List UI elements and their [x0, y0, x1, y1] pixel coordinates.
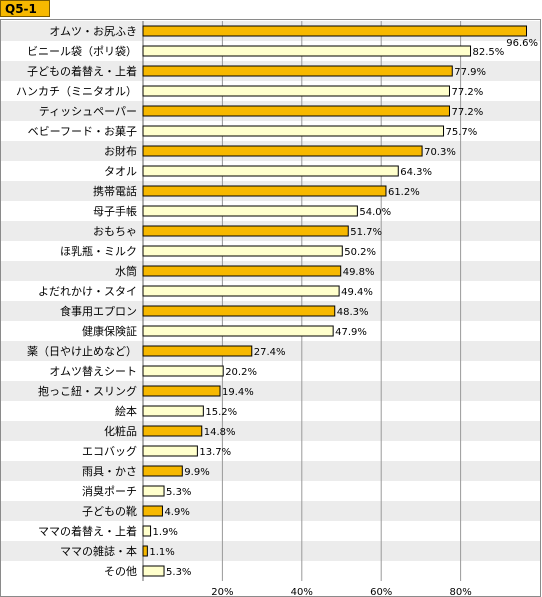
category-label: 消臭ポーチ: [82, 484, 137, 498]
row-background: [1, 501, 540, 521]
category-label: 携帯電話: [93, 184, 137, 198]
value-label: 49.8%: [343, 267, 375, 278]
category-label: ビニール袋（ポリ袋）: [27, 44, 137, 58]
category-label: ママの雑誌・本: [60, 544, 137, 558]
bar: [142, 365, 224, 377]
value-label: 96.6%: [506, 38, 538, 49]
category-label: その他: [104, 565, 137, 578]
value-label: 1.1%: [149, 547, 174, 558]
bar: [142, 485, 165, 497]
category-label: 薬（日やけ止めなど）: [27, 345, 137, 358]
bar: [142, 405, 204, 417]
bar: [142, 385, 221, 397]
value-label: 77.9%: [454, 67, 486, 78]
bar: [142, 425, 203, 437]
value-label: 50.2%: [344, 247, 376, 258]
bar: [142, 565, 165, 577]
bar: [142, 105, 450, 117]
bar: [142, 85, 450, 97]
category-label: ティッシュペーパー: [39, 105, 137, 118]
value-label: 82.5%: [473, 47, 505, 58]
bar: [142, 185, 387, 197]
value-label: 49.4%: [341, 287, 373, 298]
category-label: 母子手帳: [93, 204, 137, 218]
category-label: エコバッグ: [82, 444, 137, 458]
bar: [142, 225, 349, 237]
chart-title: Q5-1: [5, 2, 37, 16]
value-label: 20.2%: [225, 367, 257, 378]
category-label: 雨具・かさ: [82, 465, 137, 478]
value-label: 14.8%: [204, 427, 236, 438]
value-label: 27.4%: [254, 347, 286, 358]
category-label: ハンカチ（ミニタオル）: [16, 85, 137, 98]
x-tick-label: 40%: [291, 587, 313, 597]
category-label: 健康保険証: [82, 324, 137, 338]
bar: [142, 265, 342, 277]
chart-title-badge: Q5-1: [0, 0, 50, 17]
bar: [142, 285, 340, 297]
bar: [142, 345, 253, 357]
value-label: 47.9%: [335, 327, 367, 338]
value-label: 77.2%: [451, 87, 483, 98]
category-label: タオル: [104, 165, 137, 178]
bar: [142, 125, 445, 137]
value-label: 13.7%: [199, 447, 231, 458]
x-tick-label: 60%: [370, 587, 392, 597]
value-label: 48.3%: [337, 307, 369, 318]
bar: [142, 205, 358, 217]
value-label: 64.3%: [400, 167, 432, 178]
value-label: 77.2%: [451, 107, 483, 118]
value-label: 54.0%: [359, 207, 391, 218]
row-background: [1, 541, 540, 561]
bar: [142, 305, 336, 317]
category-label: オムツ・お尻ふき: [49, 25, 137, 38]
value-label: 9.9%: [184, 467, 209, 478]
category-label: 子どもの靴: [82, 504, 137, 518]
value-label: 51.7%: [350, 227, 382, 238]
bar: [142, 45, 472, 57]
value-label: 5.3%: [166, 487, 191, 498]
value-label: 15.2%: [205, 407, 237, 418]
x-tick-label: 20%: [211, 587, 233, 597]
x-tick-label: 80%: [449, 587, 471, 597]
bar: [142, 445, 198, 457]
category-label: 絵本: [115, 404, 137, 418]
value-label: 70.3%: [424, 147, 456, 158]
bar: [142, 465, 183, 477]
bar: [142, 325, 334, 337]
category-label: ママの着替え・上着: [38, 524, 137, 538]
value-label: 75.7%: [446, 127, 478, 138]
category-label: ほ乳瓶・ミルク: [60, 244, 137, 258]
value-label: 1.9%: [153, 527, 178, 538]
bar: [142, 525, 152, 537]
row-background: [1, 461, 540, 481]
bar: [142, 25, 528, 37]
bar: [142, 165, 399, 177]
category-label: 化粧品: [104, 424, 137, 438]
row-background: [1, 421, 540, 441]
category-label: 抱っこ紐・スリング: [38, 384, 137, 398]
value-label: 19.4%: [222, 387, 254, 398]
value-label: 5.3%: [166, 567, 191, 578]
category-label: おもちゃ: [93, 225, 137, 238]
category-label: ベビーフード・お菓子: [28, 125, 137, 138]
category-label: お財布: [104, 144, 137, 158]
value-label: 61.2%: [388, 187, 420, 198]
bar: [142, 145, 423, 157]
category-label: 食事用エプロン: [60, 304, 137, 318]
bar: [142, 65, 453, 77]
category-label: オムツ替えシート: [49, 364, 137, 378]
category-label: 水筒: [115, 264, 137, 278]
category-label: 子どもの着替え・上着: [27, 64, 137, 78]
bar: [142, 245, 343, 257]
bar: [142, 545, 148, 557]
bar: [142, 505, 163, 517]
value-label: 4.9%: [164, 507, 189, 518]
row-background: [1, 381, 540, 401]
category-label: よだれかけ・スタイ: [38, 285, 137, 298]
row-background: [1, 341, 540, 361]
